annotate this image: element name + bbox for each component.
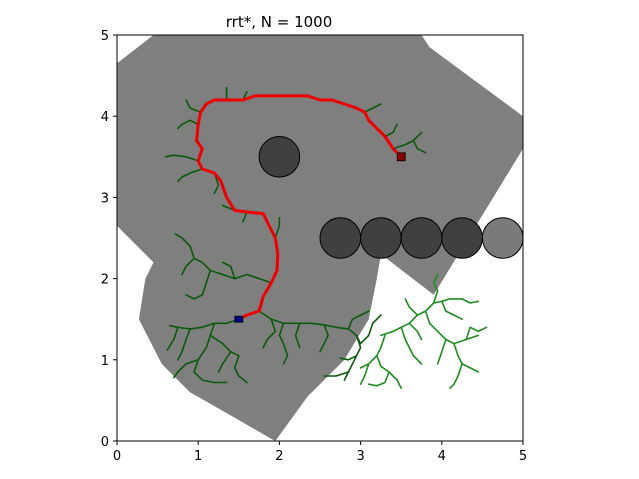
chart-title: rrt*, N = 1000 [226, 13, 333, 31]
tree-branch-4 [193, 371, 228, 384]
tree-branch-50 [436, 338, 447, 365]
obstacle-1 [258, 136, 301, 178]
tree-branch-38 [384, 123, 398, 138]
tree-branch-43 [400, 326, 423, 365]
tree-branch-2 [193, 322, 216, 373]
x-tick-label: 0 [113, 449, 121, 464]
start-marker [234, 315, 244, 323]
tree-branch-13 [319, 324, 329, 353]
tree-branch-34 [274, 216, 281, 239]
tree-branch-21 [221, 261, 236, 280]
obstacle-4 [400, 217, 443, 259]
x-tick-label: 2 [275, 449, 283, 464]
y-tick-label: 1 [101, 354, 109, 369]
tree-branch-52 [449, 363, 463, 390]
y-tick-label: 0 [101, 435, 109, 450]
tree-branch-12 [262, 318, 277, 349]
plot-layer [117, 35, 523, 441]
x-tick-label: 3 [356, 449, 364, 464]
x-tick-label: 1 [194, 449, 202, 464]
tree-branch-22 [193, 257, 212, 272]
tree-branch-48 [359, 363, 370, 386]
tree-branch-47 [367, 371, 390, 387]
tree-branch-37 [363, 103, 382, 113]
tree-branch-25 [181, 257, 195, 276]
tree-branch-42 [432, 273, 439, 304]
tree-branch-6 [217, 350, 232, 373]
obstacle-2 [319, 217, 362, 259]
plot-frame [116, 34, 524, 442]
obstacle-6 [481, 217, 523, 259]
goal-marker [396, 152, 406, 162]
tree-branch-9 [258, 310, 325, 326]
x-tick-label: 5 [519, 449, 527, 464]
axis-layer: 0 1 2 3 4 5 0 1 2 3 4 5 [101, 29, 527, 464]
y-tick-label: 2 [101, 273, 109, 288]
tree-branch-7 [177, 328, 191, 361]
tree-branch-20 [209, 269, 273, 284]
tree-branch-23 [201, 269, 212, 296]
obstacle-5 [441, 217, 483, 259]
tree-branch-26 [174, 233, 195, 260]
path-line [195, 94, 403, 321]
tree-branch-28 [177, 168, 204, 182]
y-tick-label: 5 [101, 29, 109, 44]
tree-branch-24 [185, 293, 204, 300]
tree-branch-40 [412, 139, 427, 154]
tree-branch-10 [278, 322, 289, 365]
tree-branch-54 [461, 298, 480, 304]
tree-branch-39 [392, 131, 423, 150]
tree-branch-3 [173, 358, 199, 379]
tree-branch-56 [404, 298, 419, 316]
tree-branch-18 [347, 310, 370, 330]
y-tick-label: 4 [101, 110, 109, 125]
tree-branch-35 [242, 211, 248, 223]
tree-branch-41 [380, 298, 463, 337]
tree-branch-5 [209, 334, 248, 384]
tree-branch-31 [185, 99, 202, 113]
tree-branch-19 [359, 314, 382, 345]
obstacle-3 [360, 217, 402, 259]
tree-branch-53 [465, 326, 488, 341]
y-tick-label: 3 [101, 191, 109, 206]
tree-branch-55 [440, 300, 463, 321]
tree-branch-27 [164, 154, 199, 162]
tree-branch-17 [323, 371, 350, 377]
tree-branch-30 [177, 119, 199, 130]
tree-branch-11 [294, 322, 301, 349]
x-tick-label: 4 [438, 449, 446, 464]
tree-branch-44 [408, 322, 423, 341]
tree-branch-16 [343, 354, 358, 381]
tree-branch-8 [166, 326, 179, 351]
